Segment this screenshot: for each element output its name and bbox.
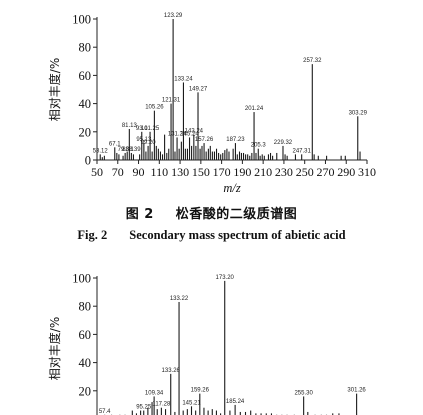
chart-1-y-tick-label: 20 (79, 384, 92, 398)
chart-1-peak-label: 117.28 (152, 402, 171, 408)
chart-0-x-tick-label: 290 (337, 165, 355, 179)
chart-0-peak-label: 79.08 (118, 147, 134, 153)
figure-2-caption-en: Fig. 2 Secondary mass spectrum of abietic… (0, 228, 423, 243)
chart-1-y-tick-label: 100 (72, 272, 91, 286)
chart-1-peak-label: 173.20 (216, 275, 235, 281)
chart-0-y-tick-label: 20 (79, 125, 92, 139)
figure-2-number-cn: 图 2 (125, 207, 154, 222)
chart-1-peak-label: 145.21 (182, 400, 201, 406)
chart-0-x-tick-label: 310 (358, 165, 376, 179)
chart-0-x-tick-label: 50 (91, 165, 103, 179)
chart-1-y-tick-label: 60 (79, 328, 92, 342)
chart-0-peak-label: 81.13 (122, 123, 138, 129)
chart-1-peak-label: 133.22 (170, 296, 189, 302)
chart-0-peak-label: 229.32 (274, 140, 293, 146)
chart-1-peak-label: 57.4 (99, 409, 111, 415)
chart-0-x-axis-label: m/z (223, 181, 241, 195)
chart-0-peak-label: 131.24 (168, 131, 187, 137)
chart-0-x-tick-label: 270 (316, 165, 334, 179)
chart-0-y-tick-label: 100 (72, 13, 91, 27)
chart-0-peak-label: 83.139 (122, 147, 141, 153)
chart-0-y-axis-label: 相对丰度/% (47, 58, 62, 121)
figure-2-title-en: Secondary mass spectrum of abietic acid (129, 228, 346, 242)
chart-0-x-tick-label: 230 (275, 165, 293, 179)
chart-1-y-tick-label: 40 (79, 356, 92, 370)
chart-0-peak-label: 145.24 (180, 131, 199, 137)
chart-1-peak-label: 95.25 (136, 405, 152, 411)
chart-0-y-tick-label: 80 (79, 41, 92, 55)
chart-0-peak-label: 95.13 (136, 137, 152, 143)
chart-1-peak-label: 185.24 (226, 399, 245, 405)
chart-1-peak-label: 109.34 (145, 390, 164, 396)
chart-0-peak-label: 149.27 (189, 86, 208, 92)
chart-0-peak-label: 303.29 (349, 110, 368, 116)
chart-1-y-axis-label: 相对丰度/% (47, 317, 62, 380)
chart-0-peak-label: 105.26 (145, 105, 164, 111)
chart-1-peak-label: 159.26 (191, 388, 210, 394)
chart-0-x-tick-label: 190 (233, 165, 251, 179)
chart-0-x-tick-label: 150 (192, 165, 210, 179)
chart-0-peak-label: 101.25 (141, 126, 160, 132)
chart-1-peak-label: 255.30 (294, 390, 313, 396)
chart-0-peak-label: 123.29 (164, 13, 183, 19)
chart-0-x-tick-label: 170 (213, 165, 231, 179)
chart-0-y-tick-label: 40 (79, 97, 92, 111)
chart-0-peak-label: 247.31 (293, 148, 312, 154)
figure-2-caption-cn: 图 2 松香酸的二级质谱图 (0, 203, 423, 222)
chart-0-x-tick-label: 250 (296, 165, 314, 179)
chart-0-x-tick-label: 70 (112, 165, 124, 179)
figure-2-number-en: Fig. 2 (77, 228, 108, 242)
figure-2-title-cn: 松香酸的二级质谱图 (175, 207, 298, 222)
chart-0-y-tick-label: 0 (85, 154, 91, 168)
chart-1-y-tick-label: 80 (79, 300, 92, 314)
chart-0-x-tick-label: 210 (254, 165, 272, 179)
chart-0-peak-label: 157.26 (195, 137, 214, 143)
chart-0-x-tick-label: 90 (133, 165, 145, 179)
chart-0-peak-label: 187.23 (226, 137, 245, 143)
chart-0-peak-label: 133.24 (174, 76, 193, 82)
chart-0-peak-label: 67.1 (109, 141, 121, 147)
chart-0-x-tick-label: 110 (151, 165, 169, 179)
chart-0-peak-label: 93.1 (136, 126, 148, 132)
chart-0-y-tick-label: 60 (79, 69, 92, 83)
chart-0-peak-label: 257.32 (303, 58, 322, 64)
chart-1-peak-label: 301.26 (347, 388, 366, 394)
chart-0-x-tick-label: 130 (171, 165, 189, 179)
chart-0-peak-label: 99.20 (141, 140, 157, 146)
chart-0-peak-label: 53.12 (93, 148, 109, 154)
chart-0-peak-label: 201.24 (245, 106, 264, 112)
chart-1-peak-label: 133.26 (162, 368, 181, 374)
chart-0-peak-label: 143.24 (185, 129, 204, 135)
chart-0-peak-label: 205.3 (251, 143, 267, 149)
chart-0-peak-label: 121.31 (162, 98, 181, 104)
